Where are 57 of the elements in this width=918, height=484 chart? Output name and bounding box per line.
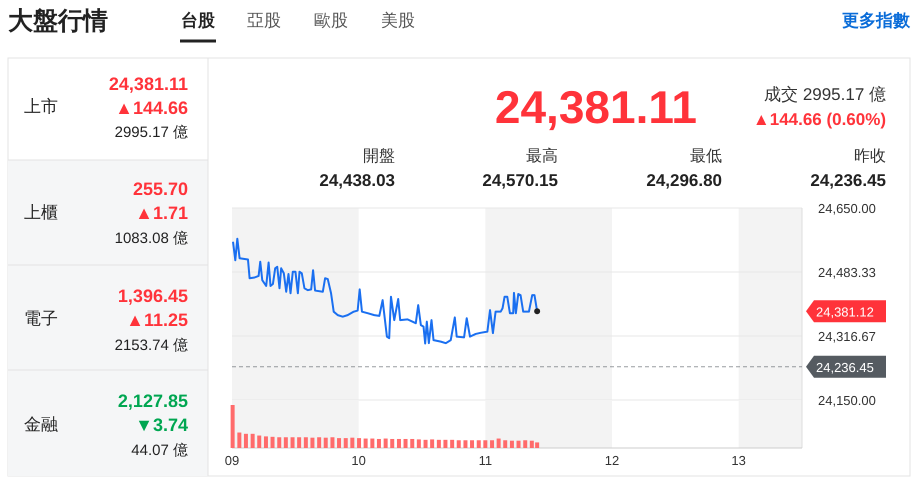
bar [270, 436, 275, 448]
bar [490, 440, 494, 448]
bar [443, 440, 448, 448]
bar [516, 440, 521, 448]
text: 24,381.12 [816, 304, 874, 320]
y-tick-label: 24,316.67 [818, 329, 876, 344]
bar [350, 438, 354, 448]
bar [330, 437, 334, 448]
y-tick-label: 24,483.33 [818, 265, 876, 280]
bar [284, 437, 288, 448]
bar [436, 440, 441, 448]
bar [370, 438, 374, 448]
bar [483, 440, 488, 448]
bar [496, 438, 501, 448]
x-tick-label: 12 [604, 453, 620, 468]
bar [230, 405, 235, 448]
bar [357, 438, 362, 448]
y-tick-label: 24,650.00 [818, 201, 876, 216]
bar [297, 437, 302, 448]
bar [376, 438, 381, 448]
bar [257, 436, 262, 448]
bar [476, 440, 481, 448]
bar [244, 434, 248, 448]
bar [503, 440, 508, 448]
x-tick-label: 11 [478, 453, 492, 468]
bar [277, 437, 282, 448]
y-tick-label: 24,150.00 [818, 393, 876, 408]
bar [304, 437, 308, 448]
bar [416, 439, 421, 448]
bar [430, 439, 434, 448]
bar [310, 438, 314, 448]
bar [264, 436, 268, 448]
bar [344, 438, 348, 448]
bar [337, 438, 342, 448]
x-tick-label: 10 [351, 453, 366, 468]
bar [463, 440, 468, 448]
bar [317, 437, 322, 448]
bar [237, 432, 242, 448]
bar [470, 440, 474, 448]
x-tick-label: 09 [224, 453, 240, 468]
bar [364, 438, 368, 448]
bar [404, 438, 408, 448]
ref-line-label: 24,236.45 [816, 360, 874, 375]
bar [450, 440, 454, 448]
bar [396, 438, 401, 448]
bar [384, 438, 388, 448]
bar [290, 437, 295, 448]
text: 大盤行情 [8, 7, 108, 35]
bar [424, 440, 428, 448]
bar [523, 440, 528, 448]
bar [410, 438, 414, 448]
bar [324, 438, 328, 448]
bar [390, 438, 394, 448]
bar [510, 440, 514, 448]
bar [456, 440, 461, 448]
x-tick-label: 13 [731, 453, 746, 468]
bar [250, 434, 255, 448]
